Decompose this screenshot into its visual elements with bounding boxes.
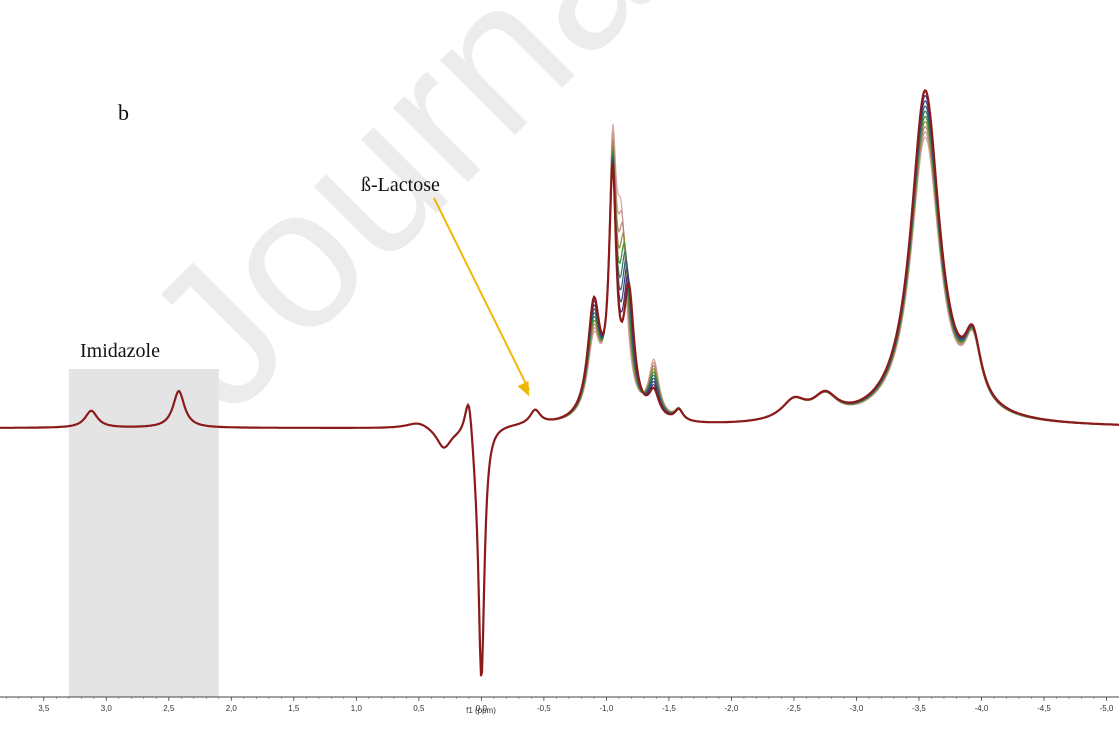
- x-axis-tick-label: 0,5: [413, 704, 425, 713]
- x-axis-tick-label: 0,0: [476, 704, 488, 713]
- x-axis-tick-label: 3,0: [101, 704, 113, 713]
- arrow-shaft: [433, 197, 531, 391]
- x-axis-tick-label: -1,5: [662, 704, 676, 713]
- x-axis: 3,5 3,0 2,5 2,0 1,5 1,0 0,5 0,0 -0,5 -1,0 -1,5 -2,0…: [0, 696, 1119, 713]
- arrow-head: [517, 380, 530, 397]
- x-axis-tick-label: -3,5: [912, 704, 926, 713]
- x-axis-tick-label: 1,0: [351, 704, 363, 713]
- imidazole-highlight-region: [68, 369, 219, 697]
- spectra-series-group: [0, 88, 1119, 677]
- x-axis-tick-label: 2,5: [163, 704, 175, 713]
- x-axis-tick-label: -1,0: [599, 704, 613, 713]
- beta-lactose-arrow: [433, 197, 531, 397]
- x-axis-tick-label: -2,5: [787, 704, 801, 713]
- x-axis-tick-label: -5,0: [1100, 704, 1114, 713]
- x-axis-tick-label: 3,5: [38, 704, 50, 713]
- spectrum-series-10: [0, 88, 1119, 677]
- x-axis-tick-label: 2,0: [226, 704, 238, 713]
- x-axis-tick-label: -2,0: [725, 704, 739, 713]
- panel-label: b: [118, 100, 129, 125]
- beta-lactose-label: ß-Lactose: [361, 174, 440, 196]
- x-axis-title: f1 (ppm): [466, 706, 496, 715]
- x-axis-tick-label: -4,5: [1037, 704, 1051, 713]
- x-axis-tick-label: -4,0: [975, 704, 989, 713]
- x-axis-tick-label: -3,0: [850, 704, 864, 713]
- imidazole-label: Imidazole: [80, 340, 160, 362]
- x-axis-tick-label: -0,5: [537, 704, 551, 713]
- x-axis-tick-label: 1,5: [288, 704, 300, 713]
